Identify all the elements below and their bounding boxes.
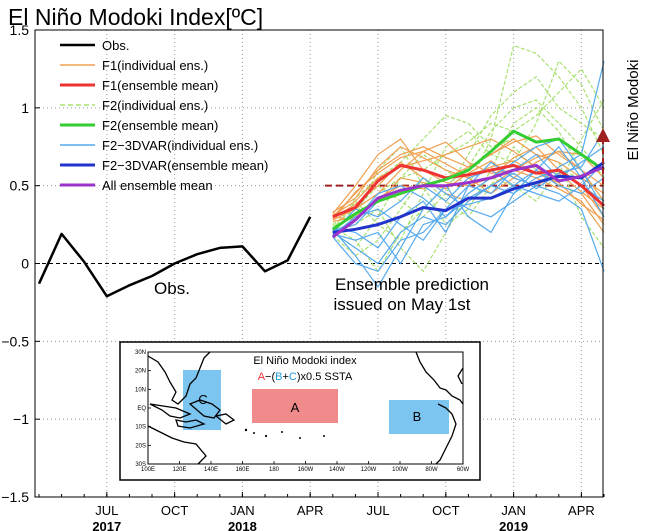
inset-lat-label: 30S (135, 462, 146, 468)
inset-lat-label: 10N (135, 387, 146, 393)
y-tick-label: −1.5 (1, 489, 29, 505)
inset-lon-label: 100E (141, 467, 155, 473)
inset-lon-ticks: 100E 120E 140E 160E 180 160W 140W 120W 100W 80W 60… (141, 461, 470, 473)
legend-label: F2(individual ens.) (102, 98, 208, 113)
y-tick-label: −0.5 (1, 333, 29, 349)
inset-lat-ticks: 30N 20N 10N EQ 10S 20S 30S (135, 350, 151, 468)
inset-formula: A−(B+C)x0.5 SSTA (258, 371, 353, 383)
modoki-arrow (596, 128, 610, 184)
inset-lon-label: 80W (425, 467, 438, 473)
x-year-label: 2018 (228, 519, 257, 531)
inset-box-a (252, 389, 338, 423)
inset-lon-label: 180 (269, 467, 280, 473)
formula-a: A (258, 371, 266, 383)
x-tick-label: JAN (230, 503, 255, 518)
formula-b: B (275, 371, 282, 383)
legend-label: F2−3DVAR(individual ens.) (102, 138, 258, 153)
legend-label: F1(ensemble mean) (102, 78, 218, 93)
inset-title: El Niño Modoki index (253, 355, 357, 367)
legend: Obs. F1(individual ens.) F1(ensemble mean)… (60, 38, 268, 193)
f2-3dvar-ensemble-mean-line (332, 161, 605, 234)
x-tick-label: OCT (432, 503, 460, 518)
formula-c: C (289, 371, 297, 383)
ensemble-members (332, 44, 605, 288)
inset-lon-label: 160E (235, 467, 249, 473)
inset-islands (244, 428, 325, 439)
chart-title: El Niño Modoki Index[ºC] (8, 4, 263, 30)
x-year-label: 2019 (499, 519, 528, 531)
obs-line (37, 216, 312, 298)
inset-lon-label: 140E (204, 467, 218, 473)
y-axis: 1.5 1 0.5 0 −0.5 −1 −1.5 (1, 22, 40, 505)
formula-rest: )x0.5 SSTA (297, 371, 353, 383)
x-tick-label: JUL (366, 503, 389, 518)
series-lines (37, 129, 605, 298)
x-year-label: 2017 (92, 519, 121, 531)
y-tick-label: 0.5 (10, 178, 30, 194)
legend-label: All ensemble mean (102, 178, 213, 193)
f2-3dvar-member-line (332, 60, 605, 249)
x-tick-label: APR (568, 503, 595, 518)
inset-lat-label: 20N (135, 369, 146, 375)
f2-3dvar-member-line (332, 169, 605, 273)
inset-lon-label: 140W (329, 467, 345, 473)
legend-label: F2−3DVAR(ensemble mean) (102, 158, 268, 173)
prediction-annotation-line2: issued on May 1st (333, 295, 470, 314)
f2-ensemble-mean-line (331, 129, 605, 231)
inset-box-b (389, 400, 449, 434)
plot-frame (34, 29, 604, 498)
y-tick-label: 0 (21, 256, 29, 272)
inset-lon-label: 120E (172, 467, 186, 473)
inset-box-c-label: C (198, 392, 207, 407)
inset-lon-label: 120W (361, 467, 377, 473)
inset-lat-label: EQ (137, 406, 146, 412)
inset-lon-label: 100W (392, 467, 408, 473)
obs-annotation: Obs. (154, 279, 190, 298)
inset-coastlines (147, 351, 464, 465)
formula-minus: −( (265, 371, 275, 383)
x-tick-label: JUL (95, 503, 118, 518)
inset-box-a-label: A (291, 400, 300, 415)
inset-lat-label: 20S (135, 443, 146, 449)
inset-map: C A B El Niño Modoki index A−(B+C)x0.5 S… (119, 341, 481, 481)
x-tick-label: APR (297, 503, 324, 518)
x-tick-label: JAN (501, 503, 526, 518)
y-tick-label: 1.5 (10, 22, 30, 38)
inset-lat-label: 30N (135, 350, 146, 356)
prediction-annotation-line1: Ensemble prediction (335, 275, 489, 294)
inset-box-b-label: B (413, 409, 422, 424)
all-ensemble-mean-line (331, 163, 605, 239)
legend-label: F2(ensemble mean) (102, 118, 218, 133)
f2-3dvar-member-line (332, 177, 605, 272)
inset-lon-label: 60W (457, 467, 470, 473)
x-tick-label: OCT (161, 503, 189, 518)
inset-lat-label: 10S (135, 425, 146, 431)
modoki-arrow-head (596, 128, 610, 142)
f2-3dvar-member-line (332, 145, 605, 288)
inset-lon-label: 160W (298, 467, 314, 473)
side-label: El Niño Modoki (625, 60, 642, 161)
legend-label: F1(individual ens.) (102, 58, 208, 73)
f2-member-line (332, 75, 605, 226)
y-tick-label: 1 (21, 100, 29, 116)
formula-plus: + (282, 371, 288, 383)
legend-label: Obs. (102, 38, 129, 53)
f1-ensemble-mean-line (332, 163, 605, 219)
y-tick-label: −1 (13, 411, 29, 427)
